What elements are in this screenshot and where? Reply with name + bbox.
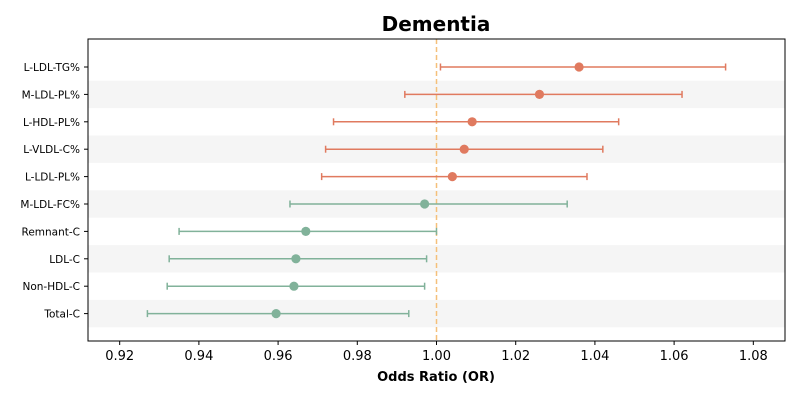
x-tick-label: 1.02 — [501, 349, 530, 364]
y-tick-label: LDL-C — [49, 254, 80, 266]
x-axis-label: Odds Ratio (OR) — [377, 370, 495, 385]
or-point — [574, 62, 584, 72]
x-tick-label: 1.08 — [739, 349, 768, 364]
or-point — [291, 254, 301, 264]
y-tick-label: Total-C — [43, 309, 80, 321]
x-axis: 0.92 0.94 0.96 0.98 1.00 1.02 1.04 1.06 1.08 — [105, 341, 768, 364]
or-point — [420, 199, 430, 209]
y-tick-label: L-VLDL-C% — [23, 144, 80, 156]
x-tick-label: 0.98 — [343, 349, 372, 364]
y-tick-label: M-LDL-PL% — [22, 89, 80, 101]
y-tick-label: L-LDL-PL% — [25, 172, 80, 184]
chart-title: Dementia — [382, 12, 491, 36]
x-tick-label: 0.92 — [105, 349, 134, 364]
y-tick-label: L-HDL-PL% — [23, 117, 80, 129]
x-tick-label: 1.00 — [422, 349, 451, 364]
y-tick-label: Remnant-C — [22, 226, 81, 238]
or-point — [289, 281, 299, 291]
x-tick-label: 0.96 — [264, 349, 293, 364]
or-point — [459, 144, 469, 154]
x-tick-label: 1.06 — [660, 349, 689, 364]
x-tick-label: 0.94 — [184, 349, 213, 364]
or-point — [534, 89, 545, 99]
y-tick-label: M-LDL-FC% — [20, 199, 80, 211]
or-point — [447, 172, 457, 182]
or-point — [467, 117, 477, 127]
x-tick-label: 1.04 — [580, 349, 609, 364]
y-tick-label: Non-HDL-C — [23, 281, 81, 293]
or-point — [271, 309, 281, 319]
data-points — [271, 62, 584, 319]
y-tick-label: L-LDL-TG% — [24, 62, 80, 74]
or-point — [301, 226, 311, 236]
y-axis: L-LDL-TG% M-LDL-PL% L-HDL-PL% L-VLDL-C% L-LD… — [20, 62, 88, 321]
